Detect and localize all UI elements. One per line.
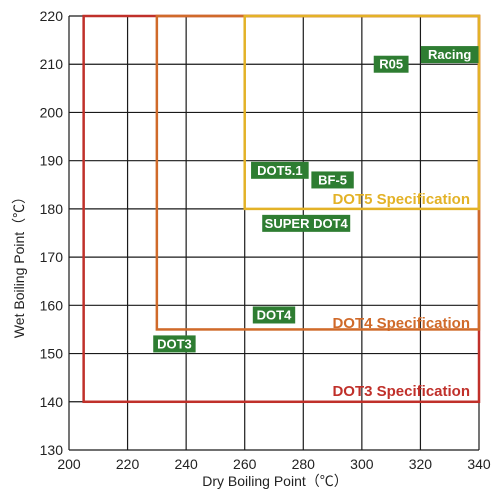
product-box	[252, 306, 296, 324]
y-tick-label: 190	[40, 153, 64, 169]
x-axis-title: Dry Boiling Point（℃）	[202, 473, 348, 489]
product-box	[262, 214, 351, 232]
x-tick-label: 340	[467, 456, 491, 472]
specification-regions: DOT3 Specification DOT4 Specification DOT5…	[82, 14, 481, 404]
product-box	[251, 161, 309, 179]
y-tick-label: 150	[40, 346, 64, 362]
x-tick-label: 240	[174, 456, 198, 472]
product-label: DOT5.1	[257, 163, 303, 178]
x-tick-label: 260	[233, 456, 257, 472]
axis-tick-labels: 200 220 240 260 280 300 320 340 130 140 150 160 170 1…	[40, 8, 491, 472]
product-label: R05	[379, 57, 403, 72]
spec-region-3	[243, 14, 481, 211]
product-marker-2: SUPER DOT4	[262, 214, 351, 232]
y-tick-label: 130	[40, 442, 64, 458]
product-marker-6: Racing	[420, 46, 479, 64]
product-marker-5: R05	[373, 55, 409, 73]
product-label: Racing	[428, 47, 471, 62]
product-box	[373, 55, 409, 73]
y-tick-label: 140	[40, 394, 64, 410]
y-tick-label: 210	[40, 56, 64, 72]
product-marker-1: DOT4	[252, 306, 296, 324]
y-tick-label: 160	[40, 297, 64, 313]
x-tick-label: 320	[409, 456, 433, 472]
x-tick-label: 220	[116, 456, 140, 472]
product-markers: DOT3 DOT4 SUPER DOT4 DOT5.1 BF-5 R05 Racing	[153, 46, 479, 353]
y-axis-title: Wet Boiling Point（℃）	[11, 190, 27, 338]
product-marker-0: DOT3	[153, 335, 196, 353]
product-label: SUPER DOT4	[265, 216, 349, 231]
product-box	[420, 46, 479, 64]
y-tick-label: 170	[40, 249, 64, 265]
product-marker-4: BF-5	[311, 171, 354, 189]
x-tick-label: 300	[350, 456, 374, 472]
spec-label-1: DOT3 Specification	[332, 383, 470, 400]
product-marker-3: DOT5.1	[251, 161, 309, 179]
product-label: DOT4	[257, 307, 292, 322]
y-tick-label: 180	[40, 201, 64, 217]
y-tick-label: 220	[40, 8, 64, 24]
x-tick-label: 280	[292, 456, 316, 472]
spec-label-2: DOT4 Specification	[332, 315, 470, 332]
product-label: BF-5	[318, 172, 347, 187]
product-box	[153, 335, 196, 353]
product-box	[311, 171, 354, 189]
y-tick-label: 200	[40, 104, 64, 120]
x-tick-label: 200	[57, 456, 81, 472]
product-label: DOT3	[157, 336, 192, 351]
spec-label-3: DOT5 Specification	[332, 191, 470, 208]
